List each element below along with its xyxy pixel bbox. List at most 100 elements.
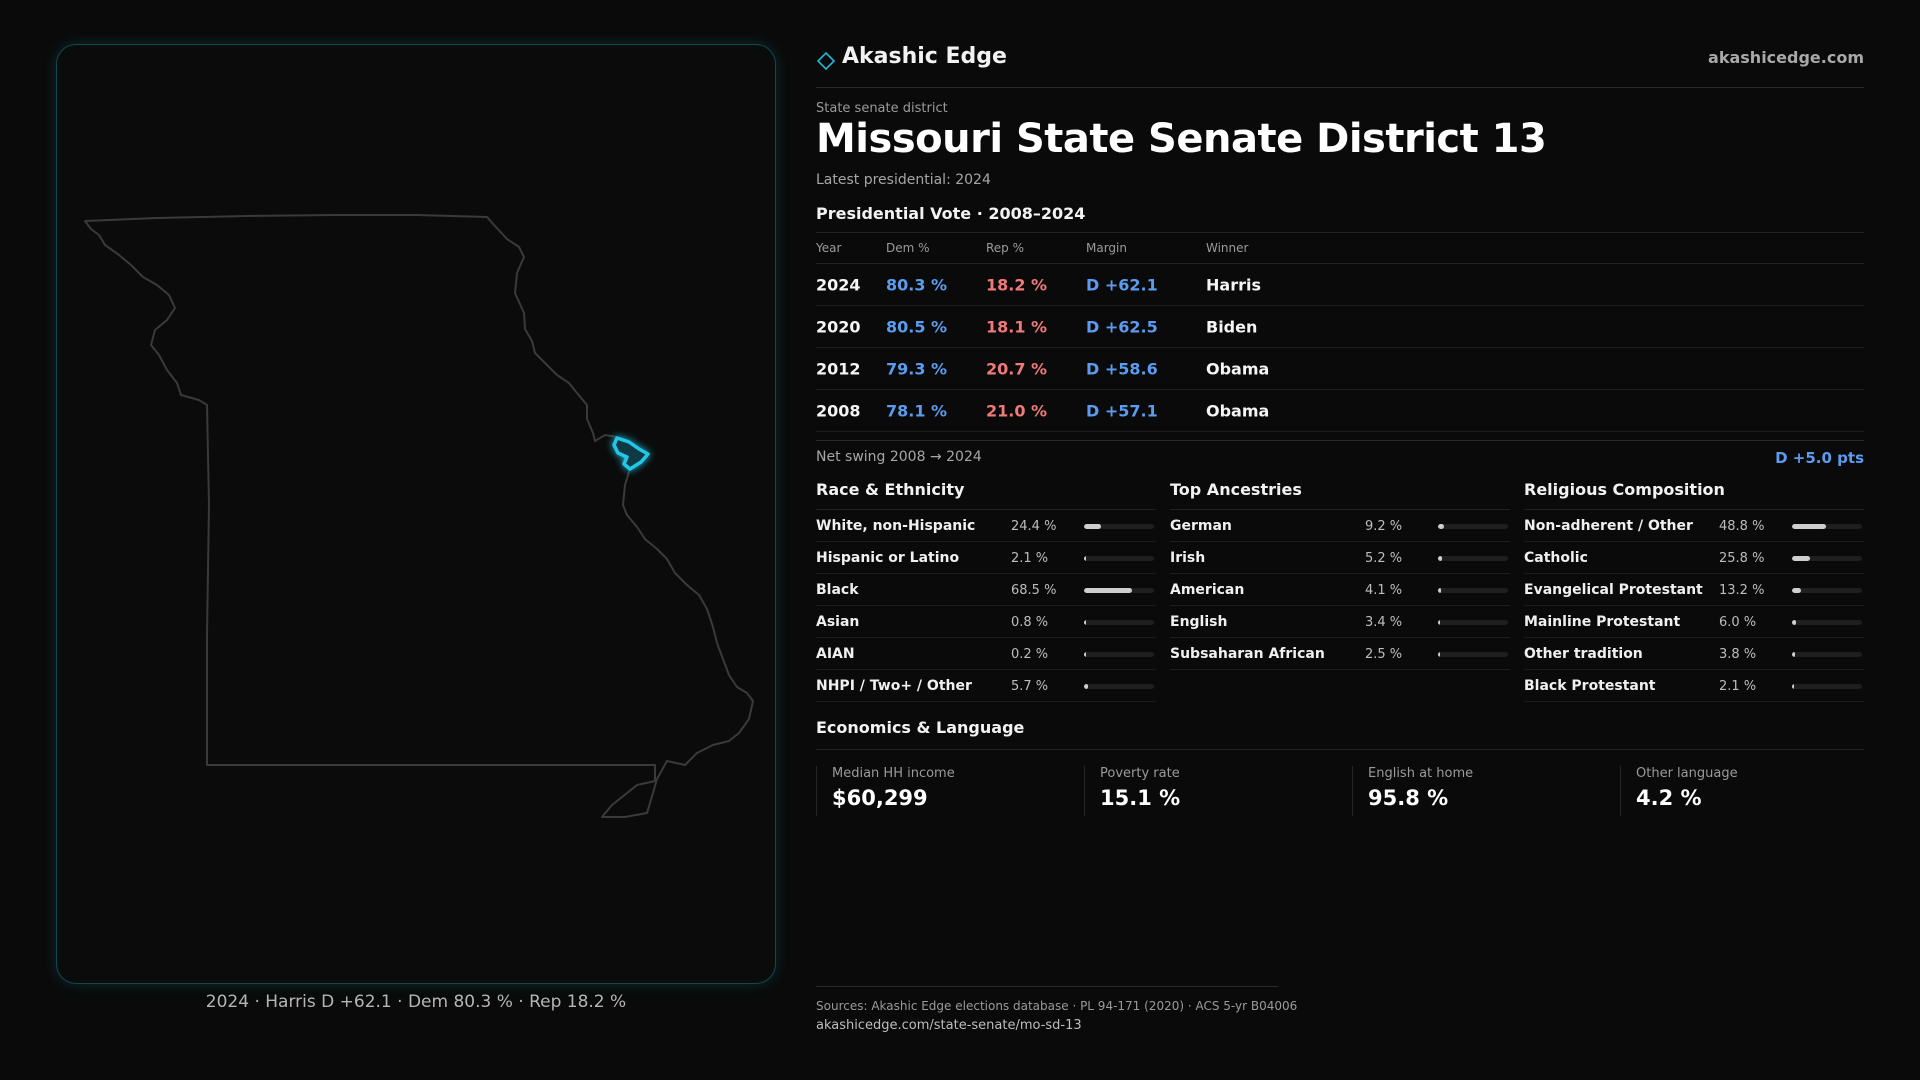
stat-label: Median HH income bbox=[832, 766, 955, 781]
percent-bar-fill bbox=[1084, 556, 1086, 561]
list-item: Mainline Protestant 6.0 % bbox=[1524, 606, 1864, 638]
sources-footer: Sources: Akashic Edge elections database… bbox=[816, 986, 1297, 1033]
economics-stats: Median HH income $60,299 Poverty rate 15… bbox=[816, 766, 1864, 816]
stat-value: 15.1 % bbox=[1100, 786, 1181, 810]
table-header: Year Dem % Rep % Margin Winner bbox=[816, 232, 1864, 264]
percent-bar-fill bbox=[1438, 524, 1445, 529]
percent-bar-fill bbox=[1084, 524, 1102, 529]
list-item: Black Protestant 2.1 % bbox=[1524, 670, 1864, 702]
stat-value: 95.8 % bbox=[1368, 786, 1449, 810]
item-percent: 68.5 % bbox=[1011, 583, 1057, 598]
brand-url-link[interactable]: akashicedge.com bbox=[1708, 48, 1864, 67]
item-percent: 2.1 % bbox=[1719, 679, 1757, 694]
district-map-panel[interactable] bbox=[56, 44, 776, 984]
list-item: Black 68.5 % bbox=[816, 574, 1156, 606]
dem-cell: 78.1 % bbox=[886, 401, 948, 420]
winner-cell: Biden bbox=[1206, 317, 1258, 336]
religious-composition-section: Religious Composition Non-adherent / Oth… bbox=[1524, 478, 1864, 702]
item-percent: 4.1 % bbox=[1365, 583, 1403, 598]
list-item: Non-adherent / Other 48.8 % bbox=[1524, 510, 1864, 542]
item-label: Other tradition bbox=[1524, 646, 1643, 662]
winner-cell: Obama bbox=[1206, 359, 1270, 378]
table-row: 2008 78.1 % 21.0 % D +57.1 Obama bbox=[816, 390, 1864, 432]
item-percent: 0.2 % bbox=[1011, 647, 1049, 662]
page-url-link[interactable]: akashicedge.com/state-senate/mo-sd-13 bbox=[816, 1018, 1082, 1033]
list-item: NHPI / Two+ / Other 5.7 % bbox=[816, 670, 1156, 702]
percent-bar bbox=[1438, 588, 1508, 593]
rep-cell: 21.0 % bbox=[986, 401, 1048, 420]
margin-cell: D +58.6 bbox=[1086, 359, 1158, 378]
item-label: NHPI / Two+ / Other bbox=[816, 678, 972, 694]
percent-bar bbox=[1084, 524, 1154, 529]
winner-cell: Harris bbox=[1206, 275, 1261, 294]
list-item: Subsaharan African 2.5 % bbox=[1170, 638, 1510, 670]
percent-bar bbox=[1792, 524, 1862, 529]
list-item: English 3.4 % bbox=[1170, 606, 1510, 638]
percent-bar bbox=[1438, 524, 1508, 529]
dem-cell: 79.3 % bbox=[886, 359, 948, 378]
list-item: Irish 5.2 % bbox=[1170, 542, 1510, 574]
percent-bar-fill bbox=[1792, 556, 1811, 561]
column-header-dem: Dem % bbox=[886, 241, 930, 255]
district-type-label: State senate district bbox=[816, 101, 948, 116]
item-label: Black Protestant bbox=[1524, 678, 1656, 694]
item-percent: 5.7 % bbox=[1011, 679, 1049, 694]
percent-bar-fill bbox=[1792, 652, 1795, 657]
year-cell: 2012 bbox=[816, 359, 861, 378]
item-label: Evangelical Protestant bbox=[1524, 582, 1703, 598]
item-percent: 0.8 % bbox=[1011, 615, 1049, 630]
missouri-map bbox=[84, 214, 754, 818]
top-ancestries-title: Top Ancestries bbox=[1170, 478, 1510, 510]
brand-name: Akashic Edge bbox=[842, 44, 1007, 69]
religious-composition-title: Religious Composition bbox=[1524, 478, 1864, 510]
list-item: White, non-Hispanic 24.4 % bbox=[816, 510, 1156, 542]
rep-cell: 20.7 % bbox=[986, 359, 1048, 378]
dem-cell: 80.3 % bbox=[886, 275, 948, 294]
diamond-logo-icon bbox=[816, 51, 836, 71]
stat-value: $60,299 bbox=[832, 786, 928, 810]
list-item: AIAN 0.2 % bbox=[816, 638, 1156, 670]
percent-bar bbox=[1792, 556, 1862, 561]
column-header-margin: Margin bbox=[1086, 241, 1127, 255]
brand-header: Akashic Edge akashicedge.com bbox=[816, 44, 1864, 88]
item-percent: 48.8 % bbox=[1719, 519, 1765, 534]
table-row: 2024 80.3 % 18.2 % D +62.1 Harris bbox=[816, 264, 1864, 306]
percent-bar-fill bbox=[1084, 588, 1132, 593]
presidential-vote-title: Presidential Vote · 2008–2024 bbox=[816, 204, 1086, 223]
percent-bar bbox=[1792, 652, 1862, 657]
net-swing-value: D +5.0 pts bbox=[1775, 449, 1864, 467]
stat-label: Other language bbox=[1636, 766, 1738, 781]
stat-value: 4.2 % bbox=[1636, 786, 1702, 810]
race-ethnicity-section: Race & Ethnicity White, non-Hispanic 24.… bbox=[816, 478, 1156, 702]
margin-cell: D +57.1 bbox=[1086, 401, 1158, 420]
dem-cell: 80.5 % bbox=[886, 317, 948, 336]
year-cell: 2024 bbox=[816, 275, 861, 294]
race-ethnicity-title: Race & Ethnicity bbox=[816, 478, 1156, 510]
percent-bar bbox=[1084, 620, 1154, 625]
list-item: American 4.1 % bbox=[1170, 574, 1510, 606]
item-label: English bbox=[1170, 614, 1228, 630]
item-percent: 24.4 % bbox=[1011, 519, 1057, 534]
list-item: Other tradition 3.8 % bbox=[1524, 638, 1864, 670]
percent-bar-fill bbox=[1792, 684, 1794, 689]
percent-bar bbox=[1084, 684, 1154, 689]
percent-bar bbox=[1438, 556, 1508, 561]
item-percent: 3.8 % bbox=[1719, 647, 1757, 662]
stat-label: English at home bbox=[1368, 766, 1474, 781]
percent-bar-fill bbox=[1792, 524, 1827, 529]
item-percent: 5.2 % bbox=[1365, 551, 1403, 566]
percent-bar-fill bbox=[1084, 620, 1086, 625]
district-13-shape[interactable] bbox=[612, 436, 650, 471]
latest-presidential-label: Latest presidential: 2024 bbox=[816, 172, 991, 188]
item-label: AIAN bbox=[816, 646, 855, 662]
column-header-rep: Rep % bbox=[986, 241, 1025, 255]
percent-bar-fill bbox=[1438, 620, 1441, 625]
column-header-winner: Winner bbox=[1206, 241, 1249, 255]
stat-poverty-rate: Poverty rate 15.1 % bbox=[1084, 766, 1180, 816]
net-swing-row: Net swing 2008 → 2024 D +5.0 pts bbox=[816, 440, 1864, 474]
item-label: Mainline Protestant bbox=[1524, 614, 1681, 630]
percent-bar-fill bbox=[1792, 588, 1802, 593]
list-item: Asian 0.8 % bbox=[816, 606, 1156, 638]
item-label: Irish bbox=[1170, 550, 1206, 566]
item-label: German bbox=[1170, 518, 1232, 534]
